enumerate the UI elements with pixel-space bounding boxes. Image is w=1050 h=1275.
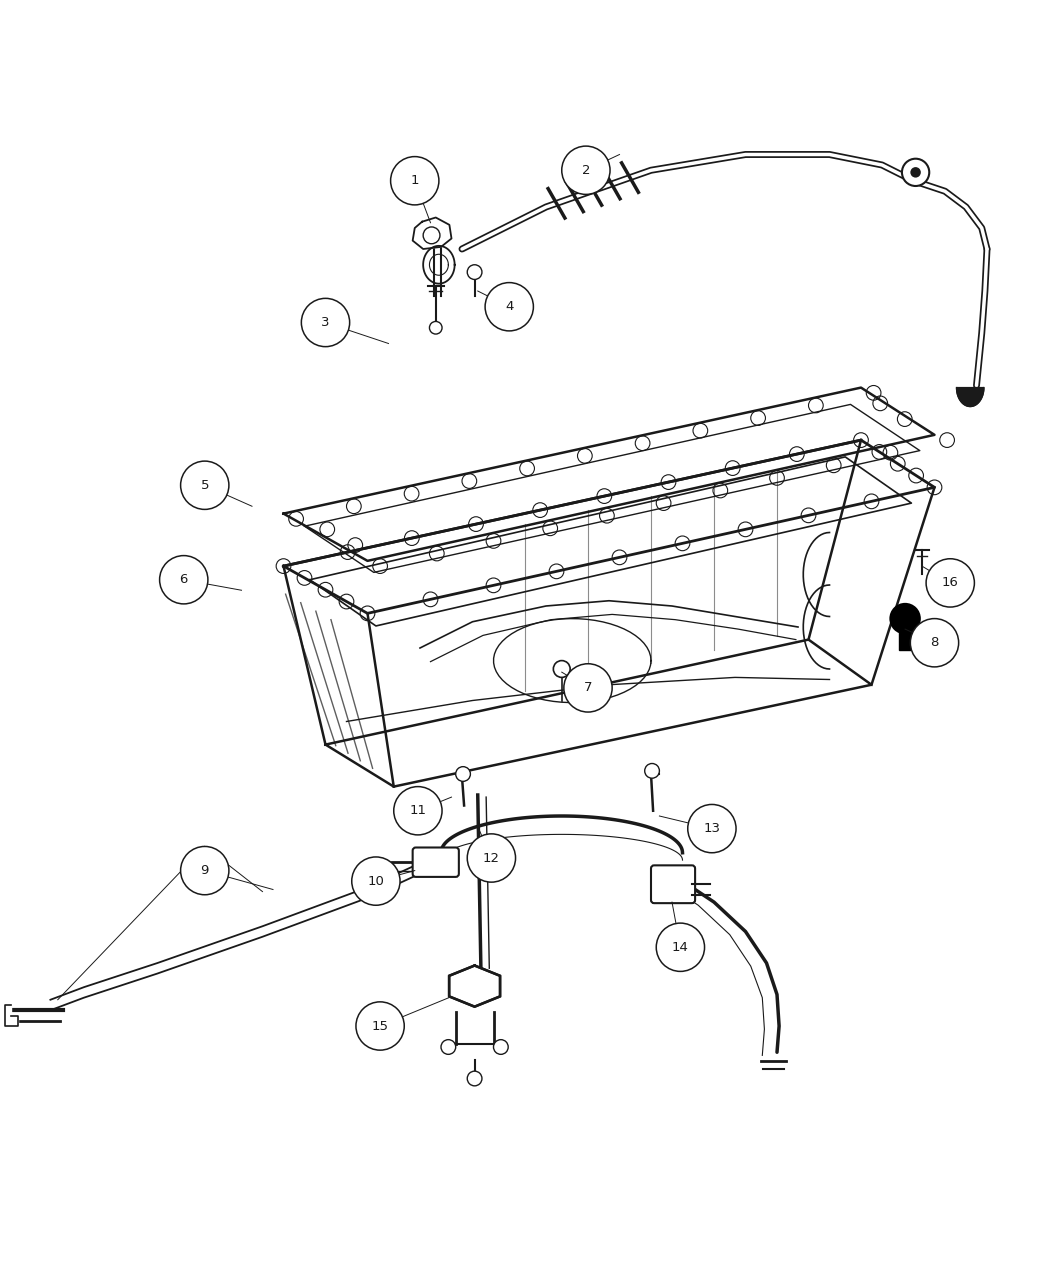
- Circle shape: [645, 764, 659, 778]
- Text: 14: 14: [672, 941, 689, 954]
- Text: 4: 4: [505, 300, 513, 314]
- Circle shape: [553, 660, 570, 677]
- Circle shape: [301, 298, 350, 347]
- Circle shape: [467, 1071, 482, 1086]
- Polygon shape: [5, 1005, 18, 1026]
- Circle shape: [485, 283, 533, 332]
- Polygon shape: [957, 388, 984, 407]
- FancyBboxPatch shape: [651, 866, 695, 903]
- Circle shape: [456, 766, 470, 782]
- Text: 12: 12: [483, 852, 500, 864]
- Circle shape: [902, 158, 929, 186]
- Text: 3: 3: [321, 316, 330, 329]
- Text: 1: 1: [411, 175, 419, 187]
- Circle shape: [441, 1039, 456, 1054]
- FancyBboxPatch shape: [413, 848, 459, 877]
- Circle shape: [394, 787, 442, 835]
- Text: 10: 10: [368, 875, 384, 887]
- Circle shape: [910, 167, 921, 177]
- Circle shape: [356, 1002, 404, 1051]
- Circle shape: [429, 321, 442, 334]
- Text: 11: 11: [410, 805, 426, 817]
- Circle shape: [889, 603, 921, 635]
- Circle shape: [656, 923, 705, 972]
- Text: 6: 6: [180, 574, 188, 586]
- Text: 15: 15: [372, 1020, 388, 1033]
- Circle shape: [467, 265, 482, 279]
- Text: 5: 5: [201, 478, 209, 492]
- Circle shape: [181, 462, 229, 510]
- Text: 9: 9: [201, 864, 209, 877]
- Polygon shape: [449, 965, 500, 1007]
- Text: 13: 13: [704, 822, 720, 835]
- Circle shape: [423, 227, 440, 244]
- Circle shape: [352, 857, 400, 905]
- Circle shape: [181, 847, 229, 895]
- Text: 16: 16: [942, 576, 959, 589]
- Text: 7: 7: [584, 681, 592, 695]
- Circle shape: [391, 157, 439, 205]
- Circle shape: [562, 147, 610, 194]
- Polygon shape: [413, 218, 452, 249]
- Text: 2: 2: [582, 163, 590, 177]
- Circle shape: [910, 618, 959, 667]
- Circle shape: [160, 556, 208, 604]
- Text: 8: 8: [930, 636, 939, 649]
- Circle shape: [688, 805, 736, 853]
- Circle shape: [926, 558, 974, 607]
- Circle shape: [467, 834, 516, 882]
- Circle shape: [564, 664, 612, 711]
- Circle shape: [494, 1039, 508, 1054]
- Polygon shape: [899, 625, 911, 650]
